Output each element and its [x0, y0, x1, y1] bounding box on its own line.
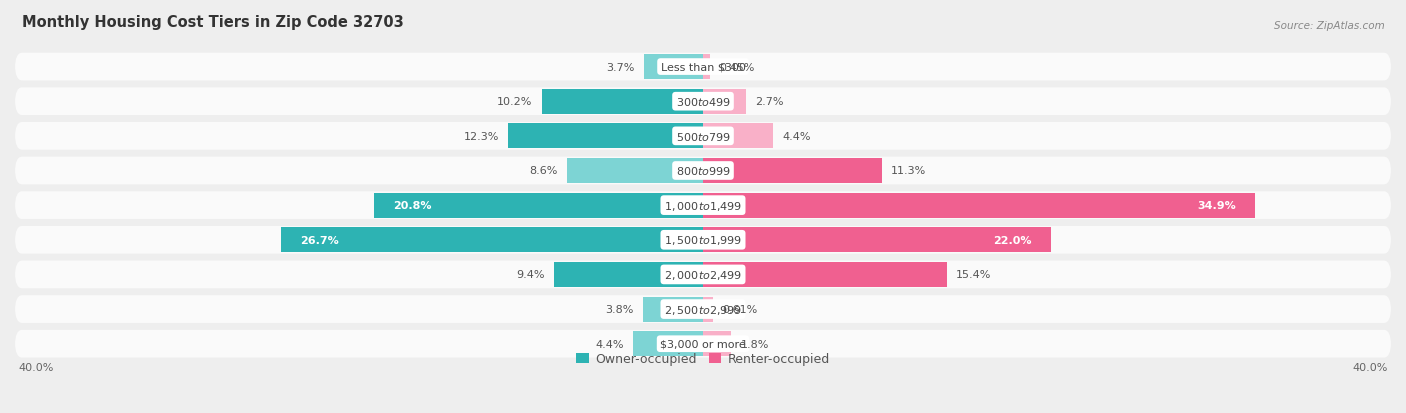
Text: Less than $300: Less than $300 — [661, 62, 745, 72]
Text: $500 to $799: $500 to $799 — [675, 131, 731, 142]
FancyBboxPatch shape — [15, 226, 1391, 254]
Text: 11.3%: 11.3% — [891, 166, 927, 176]
Text: 9.4%: 9.4% — [516, 270, 546, 280]
Bar — [567, 159, 703, 183]
Text: Source: ZipAtlas.com: Source: ZipAtlas.com — [1274, 21, 1385, 31]
Text: 1.8%: 1.8% — [741, 339, 769, 349]
FancyBboxPatch shape — [15, 157, 1391, 185]
Text: $3,000 or more: $3,000 or more — [661, 339, 745, 349]
Text: 20.8%: 20.8% — [394, 201, 432, 211]
Bar — [703, 90, 745, 114]
Text: 4.4%: 4.4% — [595, 339, 624, 349]
Bar — [643, 297, 703, 322]
FancyBboxPatch shape — [15, 54, 1391, 81]
Text: 0.61%: 0.61% — [723, 304, 758, 314]
Text: 10.2%: 10.2% — [496, 97, 533, 107]
Text: 3.7%: 3.7% — [606, 62, 636, 72]
Bar — [644, 55, 703, 80]
Text: 15.4%: 15.4% — [956, 270, 991, 280]
Text: 2.7%: 2.7% — [755, 97, 783, 107]
Text: 22.0%: 22.0% — [994, 235, 1032, 245]
Bar — [703, 228, 1050, 253]
Bar — [541, 90, 703, 114]
Text: Monthly Housing Cost Tiers in Zip Code 32703: Monthly Housing Cost Tiers in Zip Code 3… — [22, 15, 404, 30]
Text: $1,500 to $1,999: $1,500 to $1,999 — [664, 234, 742, 247]
FancyBboxPatch shape — [15, 330, 1391, 358]
Text: 26.7%: 26.7% — [299, 235, 339, 245]
Bar — [703, 124, 772, 149]
Bar — [374, 193, 703, 218]
FancyBboxPatch shape — [15, 261, 1391, 289]
Text: 34.9%: 34.9% — [1198, 201, 1236, 211]
Bar — [703, 332, 731, 356]
Text: 8.6%: 8.6% — [529, 166, 558, 176]
FancyBboxPatch shape — [15, 123, 1391, 150]
Bar — [281, 228, 703, 253]
Bar — [634, 332, 703, 356]
Legend: Owner-occupied, Renter-occupied: Owner-occupied, Renter-occupied — [571, 347, 835, 370]
Text: $2,500 to $2,999: $2,500 to $2,999 — [664, 303, 742, 316]
FancyBboxPatch shape — [15, 88, 1391, 116]
Text: 4.4%: 4.4% — [782, 131, 811, 142]
FancyBboxPatch shape — [15, 295, 1391, 323]
Bar — [703, 297, 713, 322]
Bar — [703, 193, 1256, 218]
Text: $1,000 to $1,499: $1,000 to $1,499 — [664, 199, 742, 212]
Bar — [703, 55, 710, 80]
Text: 3.8%: 3.8% — [605, 304, 634, 314]
Bar — [703, 159, 882, 183]
Bar — [554, 262, 703, 287]
Text: $300 to $499: $300 to $499 — [675, 96, 731, 108]
Text: 12.3%: 12.3% — [464, 131, 499, 142]
Text: 40.0%: 40.0% — [18, 362, 53, 372]
Bar — [509, 124, 703, 149]
Text: 40.0%: 40.0% — [1353, 362, 1388, 372]
FancyBboxPatch shape — [15, 192, 1391, 219]
Text: 0.45%: 0.45% — [720, 62, 755, 72]
Text: $2,000 to $2,499: $2,000 to $2,499 — [664, 268, 742, 281]
Bar — [703, 262, 946, 287]
Text: $800 to $999: $800 to $999 — [675, 165, 731, 177]
